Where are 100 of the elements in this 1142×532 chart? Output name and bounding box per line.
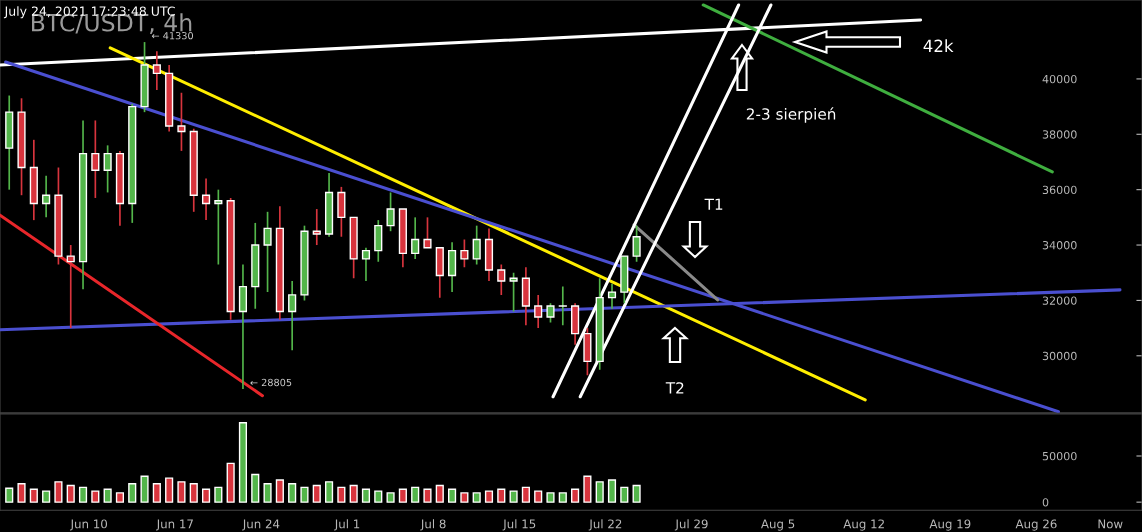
bar	[312, 484, 321, 503]
annotation: 42k	[923, 39, 954, 52]
bar	[632, 484, 641, 503]
bar	[17, 482, 26, 503]
bar	[251, 473, 260, 503]
x-tick-label: Jun 17	[156, 519, 193, 531]
candlestick	[472, 224, 481, 266]
bar	[546, 492, 555, 503]
bar	[423, 488, 432, 503]
x-tick-label: Jun 10	[69, 519, 108, 531]
bar	[398, 488, 407, 503]
bar	[374, 490, 383, 503]
x-tick-label: Aug 12	[843, 519, 884, 531]
candlestick	[558, 285, 567, 327]
bar	[5, 487, 14, 503]
bar	[214, 486, 223, 503]
bar	[140, 475, 149, 503]
bar	[238, 422, 248, 503]
bar	[29, 488, 38, 503]
y-tick-label: 0	[1042, 498, 1049, 507]
bar	[42, 490, 51, 503]
bar	[435, 484, 444, 503]
bar	[189, 482, 198, 503]
y-tick-label: 38000	[1042, 130, 1077, 139]
bar	[509, 490, 518, 503]
x-tick-label: Aug 5	[761, 519, 795, 531]
bar	[484, 490, 494, 503]
bar	[54, 481, 63, 503]
x-tick-label: Aug 26	[1015, 519, 1057, 531]
candlestick	[460, 238, 469, 269]
bar	[571, 488, 580, 503]
annotation: T2	[665, 382, 684, 394]
candlestick	[534, 294, 543, 329]
y-tick-label: 40000	[1042, 74, 1077, 84]
candlestick	[632, 224, 641, 263]
y-tick-label: 50000	[1042, 451, 1077, 461]
candlestick	[509, 271, 518, 313]
bar	[300, 486, 309, 503]
x-tick-label: Jul 8	[420, 519, 446, 531]
bar	[275, 479, 284, 503]
bar	[460, 492, 469, 503]
candlestick	[607, 282, 617, 310]
bar	[201, 488, 211, 503]
bar	[386, 492, 395, 503]
bar	[288, 482, 297, 503]
bar	[337, 486, 346, 503]
candlestick	[66, 244, 75, 329]
candlestick	[312, 208, 321, 246]
bar	[595, 481, 604, 503]
bar	[324, 481, 334, 503]
candlestick	[288, 280, 297, 352]
bar	[152, 482, 161, 503]
bar	[521, 486, 530, 503]
bar	[128, 482, 137, 503]
bar	[103, 488, 112, 503]
bar	[263, 482, 272, 503]
bar	[620, 486, 629, 503]
bar	[497, 488, 506, 503]
x-tick-label: Jul 29	[674, 519, 708, 531]
x-tick-label: Now	[1098, 519, 1123, 529]
candlestick	[201, 177, 211, 221]
annotation: T1	[704, 198, 723, 210]
bar	[165, 477, 174, 503]
bar	[411, 486, 420, 503]
annotation: 2-3 sierpień	[746, 107, 836, 123]
candlestick	[411, 216, 420, 260]
x-tick-label: Jul 1	[334, 519, 360, 531]
candlestick	[546, 302, 555, 324]
bar	[66, 484, 75, 503]
bar	[472, 492, 481, 503]
candlestick	[497, 263, 506, 296]
x-tick-label: Jun 24	[242, 519, 280, 531]
candlestick	[214, 188, 223, 266]
bar	[558, 492, 567, 503]
bar	[91, 490, 100, 503]
bar	[361, 488, 371, 503]
candlestick	[42, 174, 51, 219]
y-tick-label: 32000	[1042, 296, 1077, 305]
candlestick	[103, 144, 112, 194]
y-tick-label: 34000	[1042, 241, 1077, 250]
candlestick	[177, 91, 186, 152]
annotation: ← 28805	[250, 378, 292, 387]
x-tick-label: Jul 15	[502, 519, 536, 531]
x-tick-label: Aug 19	[929, 519, 971, 531]
bar	[177, 481, 186, 503]
bar	[226, 462, 235, 503]
candlestick	[386, 191, 395, 233]
bar	[115, 492, 125, 503]
bar	[448, 488, 457, 503]
bar	[78, 486, 88, 503]
y-tick-label: 36000	[1042, 185, 1077, 195]
candlestick	[361, 246, 371, 282]
x-tick-label: Jul 22	[588, 519, 622, 531]
bar	[534, 490, 543, 503]
candlestick	[91, 119, 100, 199]
y-tick-label: 30000	[1042, 351, 1077, 361]
annotation: ← 41330	[151, 32, 194, 40]
candlestick	[263, 210, 272, 293]
candlestick	[423, 216, 432, 249]
bar	[607, 479, 617, 503]
